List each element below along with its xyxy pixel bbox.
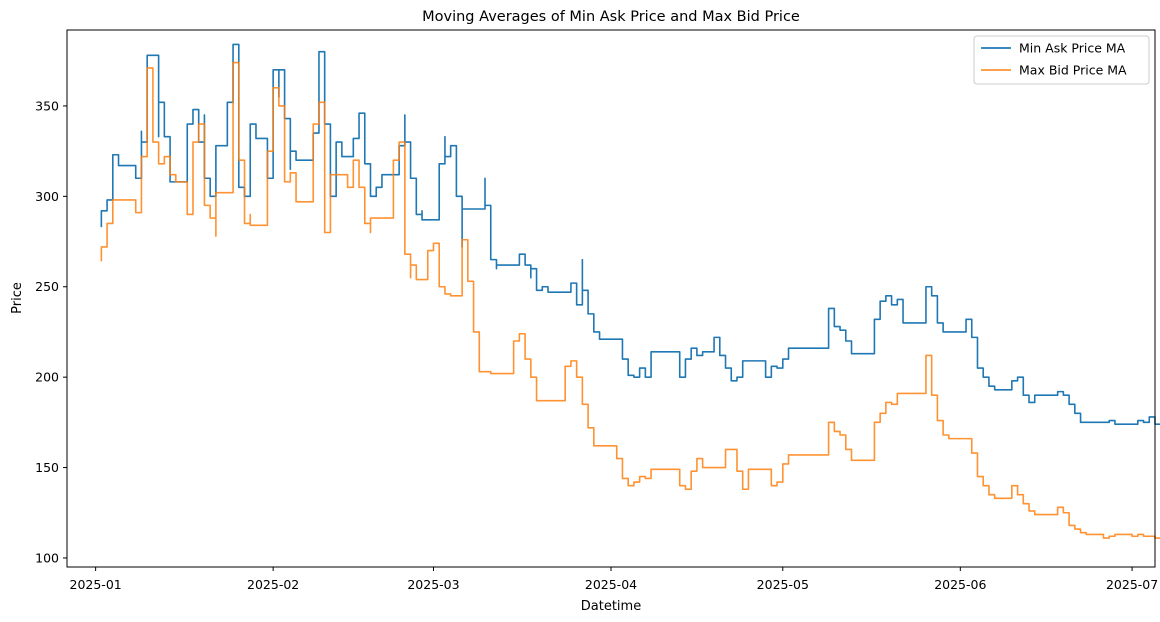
y-tick-label: 350 [35,98,59,113]
x-tick-label: 2025-01 [70,577,122,592]
x-axis: 2025-01 2025-02 2025-03 2025-04 2025-05 2025-… [70,567,1158,592]
series-line-min-ask-price-ma [100,43,1160,425]
legend-label-min-ask: Min Ask Price MA [1019,41,1126,56]
y-tick-label: 300 [35,189,59,204]
x-tick-label: 2025-05 [757,577,809,592]
legend-label-max-bid: Max Bid Price MA [1019,63,1127,78]
y-tick-label: 250 [35,279,59,294]
y-axis-label: Price [10,282,25,314]
legend: Min Ask Price MA Max Bid Price MA [973,35,1150,85]
y-tick-label: 100 [35,550,59,565]
x-tick-label: 2025-07 [1106,577,1158,592]
series-line-max-bid-price-ma [100,61,1160,541]
y-tick-label: 200 [35,370,59,385]
chart-title: Moving Averages of Min Ask Price and Max… [422,9,800,25]
x-tick-label: 2025-06 [934,577,986,592]
y-tick-label: 150 [35,460,59,475]
x-tick-label: 2025-04 [585,577,637,592]
y-axis: 100 150 200 250 300 350 [35,98,67,565]
series-layer [100,43,1160,541]
legend-box [973,35,1150,85]
x-tick-label: 2025-02 [247,577,299,592]
x-tick-label: 2025-03 [407,577,459,592]
plot-area [67,30,1155,567]
x-axis-label: Datetime [581,599,641,614]
